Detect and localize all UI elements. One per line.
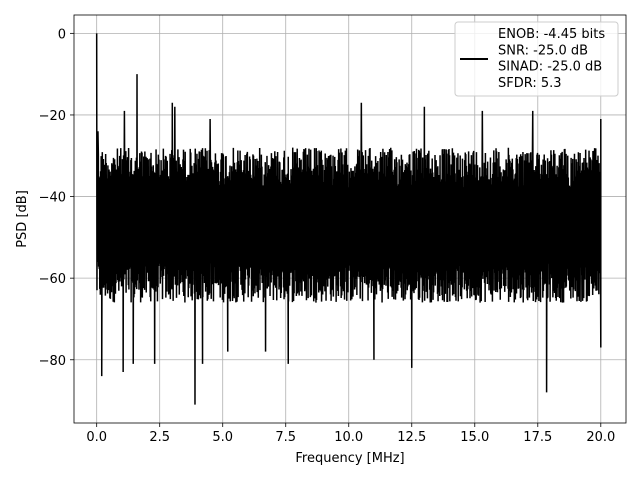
y-tick-label: 0 — [58, 27, 66, 42]
y-tick-label: −40 — [39, 191, 66, 206]
legend: ENOB: -4.45 bits SNR: -25.0 dB SINAD: -25.… — [454, 21, 619, 97]
legend-label-line: SNR: -25.0 dB — [498, 43, 588, 58]
y-tick-label: −20 — [39, 109, 66, 124]
x-tick-label: 5.0 — [212, 430, 233, 445]
legend-label: ENOB: -4.45 bits SNR: -25.0 dB SINAD: -25.… — [498, 27, 605, 91]
x-tick-label: 17.5 — [523, 430, 552, 445]
psd-trace-group — [95, 33, 602, 405]
legend-label-line: ENOB: -4.45 bits — [498, 27, 605, 42]
x-tick-label: 20.0 — [586, 430, 615, 445]
y-axis-label: PSD [dB] — [15, 190, 30, 248]
plot-frame — [73, 14, 627, 424]
x-tick-label: 12.5 — [397, 430, 426, 445]
y-tick-label: −60 — [39, 272, 66, 287]
x-tick-label: 15.0 — [460, 430, 489, 445]
psd-series-line — [95, 33, 602, 405]
y-tick-label: −80 — [39, 354, 66, 369]
x-tick-label: 2.5 — [149, 430, 170, 445]
x-tick-label: 7.5 — [275, 430, 296, 445]
tick-group: 0.0 2.5 5.0 7.5 10.0 12.5 15.0 17.5 20.0 0 −20 −40 −… — [39, 27, 616, 445]
legend-box — [454, 21, 619, 97]
x-tick-label: 10.0 — [334, 430, 363, 445]
x-tick-label: 0.0 — [86, 430, 107, 445]
legend-label-line: SFDR: 5.3 — [498, 76, 562, 91]
legend-label-line: SINAD: -25.0 dB — [498, 60, 602, 75]
x-axis-label: Frequency [MHz] — [295, 451, 404, 466]
